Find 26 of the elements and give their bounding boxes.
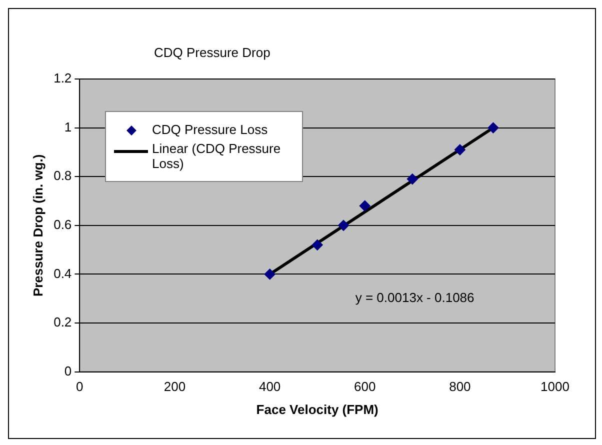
y-tick-label: 1.2 [54, 70, 72, 86]
y-tick-label: 0.6 [54, 216, 72, 232]
point [312, 239, 323, 250]
annotation: y = 0.0013x - 0.1086 [355, 290, 474, 306]
x-tick-label: 600 [354, 379, 376, 394]
x-tick-label: 800 [449, 379, 471, 394]
point [264, 268, 276, 280]
x-tick-label: 200 [164, 379, 186, 394]
point [338, 220, 349, 231]
point [406, 174, 418, 185]
y-tick-label: 0 [64, 363, 72, 378]
point [359, 200, 370, 212]
legend-label: Linear (CDQ Pressure Loss) [152, 141, 282, 171]
y-tick-label: 0.4 [54, 266, 72, 281]
x-tick-label: 0 [76, 379, 84, 394]
y-tick-label: 1 [64, 119, 72, 134]
legend-label: CDQ Pressure Loss [152, 122, 268, 137]
chart-title: CDQ Pressure Drop [154, 45, 270, 60]
y-axis-title: Pressure Drop (in. wg.) [30, 154, 46, 297]
point [488, 122, 499, 134]
y-tick-label: 0.8 [54, 168, 72, 184]
x-tick-label: 400 [258, 379, 281, 394]
x-axis-title: Face Velocity (FPM) [256, 402, 378, 417]
y-tick-label: 0.2 [54, 314, 72, 330]
x-tick-label: 1000 [540, 379, 570, 394]
point [454, 144, 466, 156]
